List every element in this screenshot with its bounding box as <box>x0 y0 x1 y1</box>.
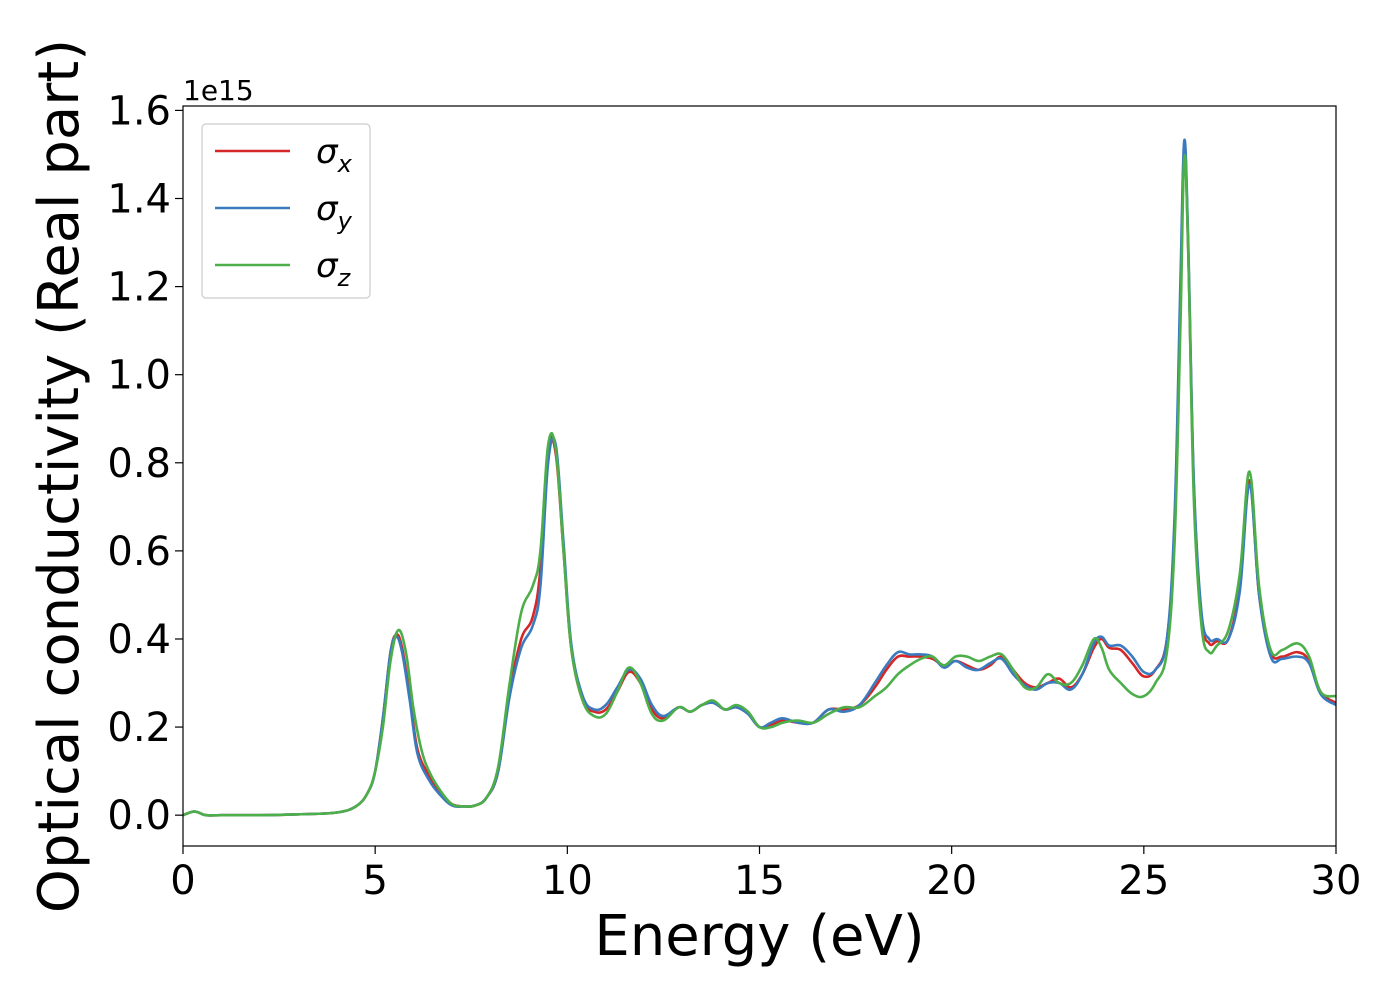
x-axis: 0 5 10 15 20 25 30 <box>170 846 1361 904</box>
y-tick-label: 1.6 <box>107 88 171 134</box>
y-axis-label: Optical conductivity (Real part) <box>27 39 92 913</box>
y-offset-label: 1e15 <box>183 74 254 107</box>
y-tick-label: 1.2 <box>107 265 171 311</box>
y-tick-label: 0.0 <box>107 793 171 839</box>
y-axis: 0.0 0.2 0.4 0.6 0.8 1.0 1.2 1.4 1.6 <box>107 88 183 839</box>
x-tick-label: 30 <box>1311 858 1362 904</box>
legend-label-x: σx <box>316 132 353 178</box>
series-line-y <box>182 138 1337 817</box>
x-tick-label: 0 <box>170 858 195 904</box>
x-tick-label: 10 <box>542 858 593 904</box>
y-tick-label: 1.4 <box>107 177 171 223</box>
series-layer <box>182 138 1337 817</box>
legend-box <box>201 123 371 299</box>
y-tick-label: 0.8 <box>107 441 171 487</box>
x-tick-label: 20 <box>926 858 977 904</box>
y-tick-label: 0.6 <box>107 529 171 575</box>
x-tick-label: 25 <box>1118 858 1169 904</box>
x-tick-label: 15 <box>734 858 785 904</box>
y-tick-label: 0.4 <box>107 617 171 663</box>
y-tick-label: 0.2 <box>107 705 171 751</box>
series-line-z <box>182 154 1337 817</box>
y-tick-label: 1.0 <box>107 353 171 399</box>
x-tick-label: 5 <box>362 858 387 904</box>
x-axis-label: Energy (eV) <box>594 904 924 969</box>
